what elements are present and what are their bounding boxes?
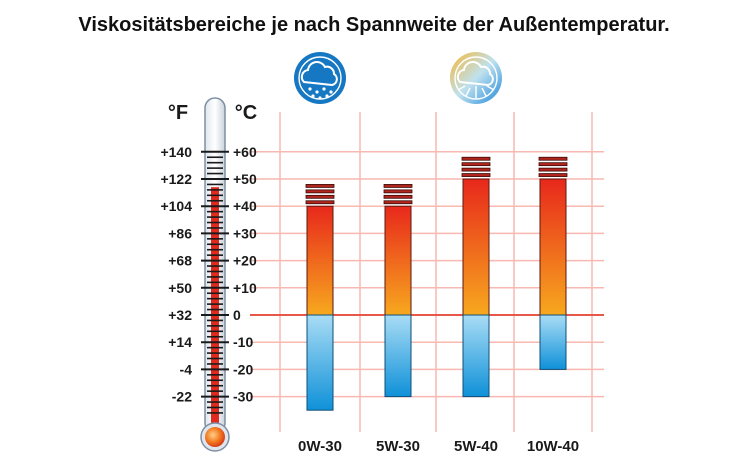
chart-title: Viskositätsbereiche je nach Spannweite d… [78,14,670,36]
bar-cap-stripe [305,184,335,188]
sun-snow-cloud-icon [450,52,502,104]
thermometer-bulb [205,427,225,447]
tick-label-celsius: -30 [233,389,253,405]
tick-label-fahrenheit: +14 [168,334,192,350]
bar-cap-stripe [461,156,491,161]
bars [305,156,568,411]
tick-label-fahrenheit: +68 [168,253,192,269]
bar-cap-stripe [305,194,335,199]
tick-label-fahrenheit: +104 [160,198,192,214]
bar-cap-stripe [305,189,335,194]
bar-cold-5W-30 [384,314,412,398]
tick-label-celsius: +60 [233,144,257,160]
tick-label-celsius: -10 [233,334,253,350]
tick-label-celsius: +50 [233,171,257,187]
unit-label-celsius: °C [235,102,257,124]
tick-label-celsius: +40 [233,198,257,214]
tick-label-celsius: -20 [233,361,253,377]
tick-label-fahrenheit: +86 [168,225,192,241]
x-label: 0W-30 [298,438,342,455]
bar-cap-stripe [305,200,335,205]
bar-cap-stripe [538,173,568,177]
bar-cap-stripe [538,162,568,167]
tick-label-fahrenheit: +140 [160,144,192,160]
tick-label-fahrenheit: -22 [172,389,192,405]
tick-label-celsius: +10 [233,280,257,296]
tick-label-celsius: +30 [233,225,257,241]
thermometer-fill [211,187,219,437]
bar-cold-0W-30 [306,314,334,411]
bar-cap-stripe [538,167,568,172]
thermometer [200,97,230,452]
bar-warm-10W-40 [539,178,567,316]
tick-label-celsius: 0 [233,307,241,323]
tick-label-fahrenheit: -4 [180,361,193,377]
tick-label-fahrenheit: +50 [168,280,192,296]
tick-label-fahrenheit: +122 [160,171,192,187]
bar-warm-0W-30 [306,205,334,316]
celsius-ticks: +60 +50 +40 +30 +20 +10 0 -10 -20 -30 [233,144,257,405]
fahrenheit-ticks: +140 +122 +104 +86 +68 +50 +32 +14 -4 -22 [160,144,192,405]
bar-cap-stripe [383,194,413,199]
bar-cap-stripe [383,184,413,188]
x-labels: 0W-30 5W-30 5W-40 10W-40 [298,438,579,455]
unit-label-fahrenheit: °F [168,102,188,124]
bar-cap-stripe [538,156,568,161]
tick-label-fahrenheit: +32 [168,307,192,323]
bar-cap-stripe [461,167,491,172]
bar-cap-stripe [383,200,413,205]
bar-warm-5W-30 [384,205,412,316]
x-label: 5W-40 [454,438,498,455]
tick-label-celsius: +20 [233,253,257,269]
bar-cold-10W-40 [539,314,567,370]
bar-cap-stripe [383,189,413,194]
x-label: 10W-40 [527,438,579,455]
snow-cloud-icon [294,52,346,104]
bar-cold-5W-40 [462,314,490,398]
x-label: 5W-30 [376,438,420,455]
bar-warm-5W-40 [462,178,490,316]
bar-cap-stripe [461,173,491,177]
bar-cap-stripe [461,162,491,167]
